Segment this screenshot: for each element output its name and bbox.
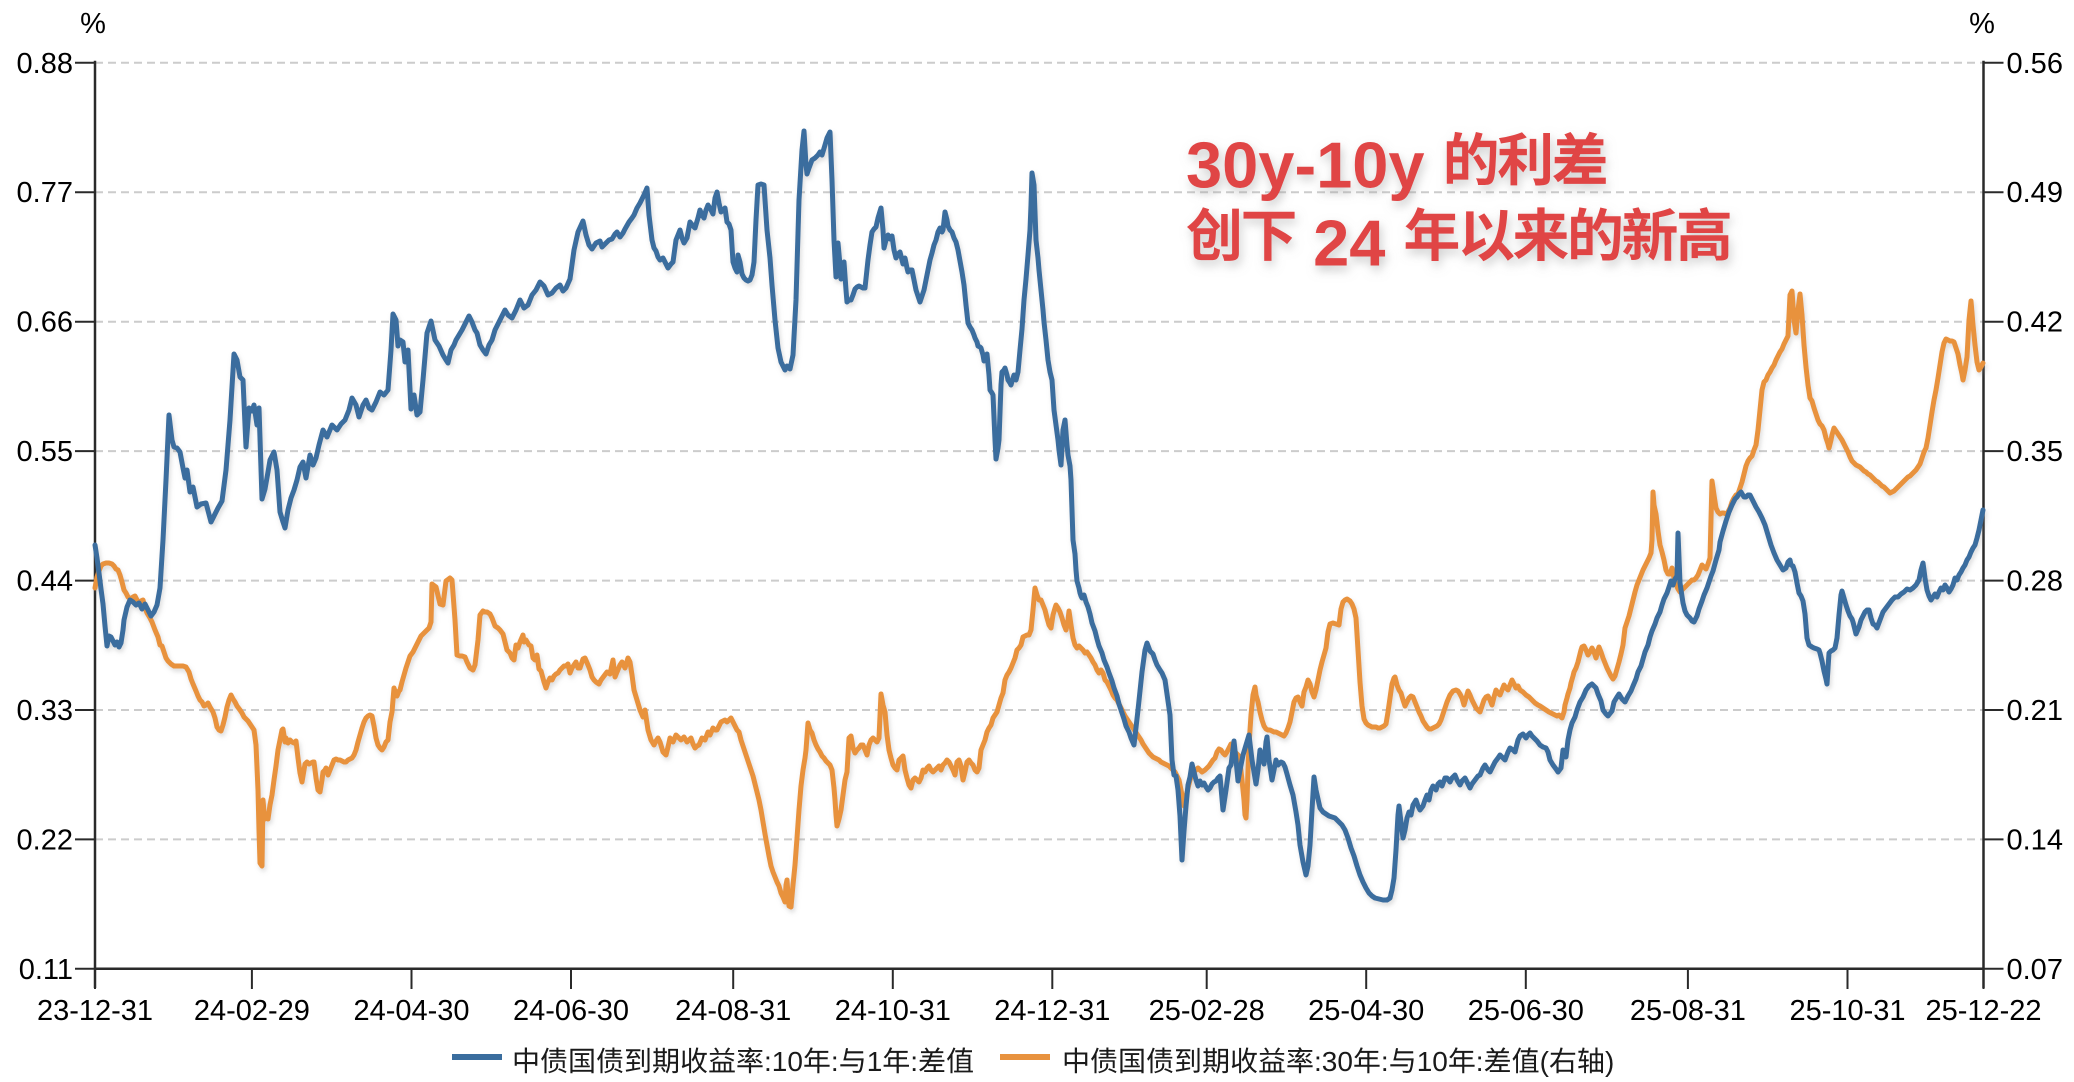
svg-text:24-12-31: 24-12-31 <box>994 995 1110 1027</box>
svg-text:24: 24 <box>1313 206 1385 279</box>
svg-text:0.33: 0.33 <box>17 695 73 727</box>
svg-text:24-06-30: 24-06-30 <box>513 995 629 1027</box>
svg-text:1: 1 <box>867 1046 883 1077</box>
svg-text:%: % <box>80 8 106 40</box>
svg-text:25-02-28: 25-02-28 <box>1149 995 1265 1027</box>
svg-text::30: :30 <box>1314 1046 1353 1077</box>
svg-text:0.56: 0.56 <box>2007 48 2063 80</box>
svg-text:(: ( <box>1540 1046 1550 1077</box>
svg-text:%: % <box>1969 8 1995 40</box>
svg-text::: : <box>1476 1046 1484 1077</box>
svg-text:0.35: 0.35 <box>2007 436 2063 468</box>
svg-text::: : <box>1381 1046 1389 1077</box>
svg-text:): ) <box>1605 1046 1614 1077</box>
svg-text::10: :10 <box>764 1046 803 1077</box>
svg-text:23-12-31: 23-12-31 <box>37 995 153 1027</box>
svg-text:0.88: 0.88 <box>17 48 73 80</box>
svg-text:25-06-30: 25-06-30 <box>1468 995 1584 1027</box>
svg-text:0.11: 0.11 <box>19 954 73 986</box>
svg-text:0.55: 0.55 <box>17 436 73 468</box>
svg-text:24-04-30: 24-04-30 <box>353 995 469 1027</box>
svg-text:24-10-31: 24-10-31 <box>835 995 951 1027</box>
svg-text::: : <box>910 1046 918 1077</box>
svg-text:0.14: 0.14 <box>2007 824 2063 856</box>
svg-text:25-10-31: 25-10-31 <box>1789 995 1905 1027</box>
svg-text:25-08-31: 25-08-31 <box>1630 995 1746 1027</box>
svg-text:0.21: 0.21 <box>2007 695 2063 727</box>
svg-text:30y-10y: 30y-10y <box>1186 128 1425 201</box>
svg-text:10: 10 <box>1417 1046 1448 1077</box>
svg-text:0.22: 0.22 <box>17 824 73 856</box>
svg-text:0.49: 0.49 <box>2007 177 2063 209</box>
svg-text:0.28: 0.28 <box>2007 566 2063 598</box>
svg-text:0.42: 0.42 <box>2007 307 2063 339</box>
svg-text:24-08-31: 24-08-31 <box>675 995 791 1027</box>
svg-text:0.44: 0.44 <box>17 566 73 598</box>
svg-text:24-02-29: 24-02-29 <box>194 995 310 1027</box>
svg-text:0.77: 0.77 <box>17 177 73 209</box>
svg-text:25-04-30: 25-04-30 <box>1308 995 1424 1027</box>
svg-text:25-12-22: 25-12-22 <box>1925 995 2041 1027</box>
svg-text:0.66: 0.66 <box>17 307 73 339</box>
svg-text:0.07: 0.07 <box>2007 954 2063 986</box>
svg-text::: : <box>831 1046 839 1077</box>
